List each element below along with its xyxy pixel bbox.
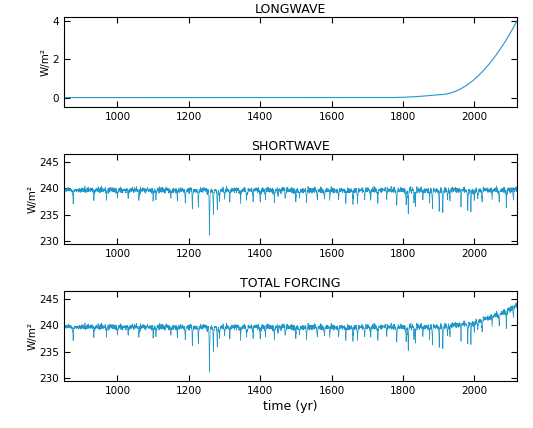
Title: SHORTWAVE: SHORTWAVE (251, 140, 330, 153)
X-axis label: time (yr): time (yr) (263, 400, 318, 413)
Y-axis label: W/m²: W/m² (28, 322, 38, 350)
Y-axis label: W/m²: W/m² (28, 185, 38, 213)
Title: TOTAL FORCING: TOTAL FORCING (240, 277, 341, 290)
Y-axis label: W/m²: W/m² (41, 48, 51, 76)
Title: LONGWAVE: LONGWAVE (255, 3, 326, 16)
